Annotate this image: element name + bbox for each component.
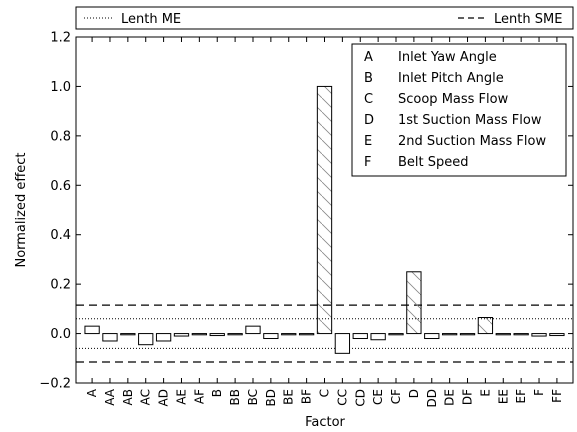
bar-aa	[102, 333, 118, 342]
x-tick-label: AE	[174, 389, 188, 405]
x-tick-label: BD	[264, 389, 278, 406]
x-tick-label: A	[85, 388, 99, 397]
factor-legend-key: C	[364, 92, 373, 107]
factor-legend-label: 2nd Suction Mass Flow	[398, 134, 546, 149]
bar-cc	[334, 333, 351, 354]
bar-c	[316, 85, 333, 335]
factor-legend-label: 1st Suction Mass Flow	[398, 113, 542, 128]
x-tick-label: AA	[103, 388, 117, 406]
bar-e	[477, 317, 494, 335]
x-tick-label: DD	[425, 389, 439, 407]
bar-ac	[138, 333, 154, 346]
lenth-sme-legend-label: Lenth SME	[494, 12, 562, 27]
bar-bf	[298, 333, 315, 336]
x-tick-label: BF	[300, 389, 314, 404]
bar-dd	[424, 333, 440, 340]
x-tick-label: DE	[443, 389, 457, 406]
factor-legend-label: Inlet Pitch Angle	[398, 71, 504, 86]
bar-ce	[370, 333, 386, 341]
factor-legend-key: F	[364, 155, 371, 170]
factor-legend-key: B	[364, 71, 373, 86]
y-tick-label: 0.8	[50, 129, 71, 144]
factor-legend-label: Belt Speed	[398, 155, 469, 170]
y-tick-label: 1.2	[50, 31, 71, 46]
x-tick-label: EE	[496, 389, 510, 404]
factor-legend-key: D	[364, 113, 374, 128]
y-tick-label: −0.2	[39, 377, 71, 392]
x-tick-label: BC	[246, 389, 260, 405]
x-tick-label: BE	[282, 389, 296, 405]
y-axis: −0.2 0.0 0.2 0.4 0.6 0.8 1.0 1.2	[39, 31, 573, 392]
bar-f	[531, 333, 547, 337]
y-tick-label: 0.4	[50, 228, 71, 243]
factor-legend-label: Scoop Mass Flow	[398, 92, 509, 107]
factor-legend-label: Inlet Yaw Angle	[398, 50, 497, 65]
x-tick-label: CC	[335, 389, 349, 406]
x-tick-label: CD	[353, 389, 367, 407]
factor-legend-key: E	[364, 134, 372, 149]
bar-bb	[227, 333, 243, 336]
x-tick-label: CF	[389, 389, 403, 404]
bar-ad	[155, 333, 172, 342]
y-tick-label: 1.0	[50, 80, 71, 95]
bar-ab	[120, 333, 136, 336]
bars	[84, 85, 565, 354]
bar-af	[191, 333, 208, 336]
bar-d	[406, 271, 422, 335]
x-tick-label: CE	[371, 389, 385, 405]
factor-legend: A Inlet Yaw Angle B Inlet Pitch Angle C Scoop…	[351, 43, 567, 177]
bar-b	[209, 333, 225, 337]
bar-de	[441, 333, 458, 336]
bar-cd	[352, 333, 368, 340]
x-axis-label: Factor	[305, 415, 345, 430]
x-axis: A AA AB AC AD AE AF B BB BC BD BE BF C CC CD CE CF D DD DE DF…	[85, 37, 564, 407]
top-legend: Lenth ME Lenth SME	[75, 6, 574, 30]
x-tick-label: FF	[550, 389, 564, 403]
bar-df	[459, 333, 476, 336]
x-tick-label: E	[478, 389, 492, 397]
y-tick-label: 0.2	[50, 278, 71, 293]
x-tick-label: DF	[461, 389, 475, 405]
x-tick-label: AD	[157, 389, 171, 406]
bar-ae	[173, 333, 190, 337]
x-tick-label: AF	[192, 389, 206, 404]
y-tick-label: 0.0	[50, 327, 71, 342]
bar-ff	[549, 333, 565, 337]
lenth-me-legend-label: Lenth ME	[121, 12, 181, 27]
x-tick-label: BB	[228, 389, 242, 405]
bar-bd	[263, 333, 279, 340]
x-tick-label: F	[532, 389, 546, 396]
factor-legend-key: A	[364, 50, 373, 65]
x-tick-label: AB	[121, 389, 135, 405]
x-tick-label: B	[210, 389, 224, 397]
y-tick-label: 0.6	[50, 179, 71, 194]
bar-cf	[388, 333, 404, 336]
bar-bc	[245, 325, 261, 335]
x-tick-label: AC	[139, 389, 153, 405]
y-axis-label: Normalized effect	[14, 152, 29, 267]
bar-ef	[513, 333, 529, 336]
bar-be	[281, 333, 297, 336]
bar-a	[84, 325, 100, 335]
bar-ee	[495, 333, 511, 336]
x-tick-label: C	[318, 389, 332, 397]
x-tick-label: EF	[514, 389, 528, 404]
x-tick-label: D	[407, 389, 421, 398]
